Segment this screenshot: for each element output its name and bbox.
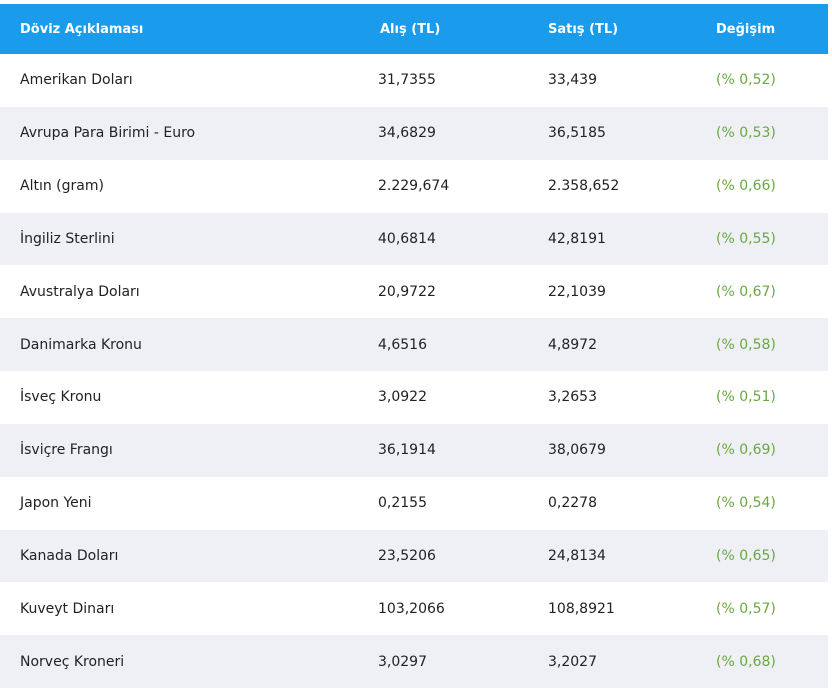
currency-name: Amerikan Doları [20,72,133,89]
table-row: Kanada Doları 23,5206 24,8134 (% 0,65) [0,529,828,583]
buy-rate: 103,2066 [378,600,445,617]
change-percent: (% 0,66) [716,178,776,195]
buy-rate: 31,7355 [378,72,436,89]
sell-rate: 0,2278 [548,495,597,512]
currency-name: Japon Yeni [20,495,92,512]
sell-rate: 33,439 [548,72,597,89]
table-row: Japon Yeni 0,2155 0,2278 (% 0,54) [0,476,828,530]
table-row: Danimarka Kronu 4,6516 4,8972 (% 0,58) [0,318,828,372]
table-row: Avustralya Doları 20,9722 22,1039 (% 0,67) [0,265,828,319]
table-row: Altın (gram) 2.229,674 2.358,652 (% 0,66) [0,159,828,213]
buy-rate: 36,1914 [378,442,436,459]
buy-rate: 20,9722 [378,283,436,300]
change-percent: (% 0,67) [716,283,776,300]
currency-name: İsveç Kronu [20,389,102,406]
currency-name: İngiliz Sterlini [20,230,115,247]
sell-rate: 108,8921 [548,600,615,617]
sell-rate: 4,8972 [548,336,597,353]
sell-rate: 42,8191 [548,230,606,247]
header-buy: Alış (TL) [380,21,441,37]
change-percent: (% 0,68) [716,653,776,670]
buy-rate: 34,6829 [378,125,436,142]
change-percent: (% 0,58) [716,336,776,353]
table-row: Norveç Kroneri 3,0297 3,2027 (% 0,68) [0,635,828,689]
change-percent: (% 0,54) [716,495,776,512]
sell-rate: 2.358,652 [548,178,620,195]
currency-name: Danimarka Kronu [20,336,142,353]
currency-table: Döviz Açıklaması Alış (TL) Satış (TL) De… [0,4,828,689]
header-sell: Satış (TL) [548,21,619,37]
currency-name: Kanada Doları [20,548,119,565]
table-row: Avrupa Para Birimi - Euro 34,6829 36,5185 (… [0,106,828,160]
buy-rate: 40,6814 [378,230,436,247]
table-row: Kuveyt Dinarı 103,2066 108,8921 (% 0,57) [0,582,828,636]
table-row: İngiliz Sterlini 40,6814 42,8191 (% 0,55) [0,212,828,266]
change-percent: (% 0,57) [716,600,776,617]
sell-rate: 38,0679 [548,442,606,459]
buy-rate: 0,2155 [378,495,427,512]
table-header: Döviz Açıklaması Alış (TL) Satış (TL) De… [0,4,828,54]
change-percent: (% 0,55) [716,230,776,247]
currency-name: Norveç Kroneri [20,653,125,670]
change-percent: (% 0,69) [716,442,776,459]
currency-name: Avustralya Doları [20,283,140,300]
buy-rate: 23,5206 [378,548,436,565]
change-percent: (% 0,52) [716,72,776,89]
buy-rate: 4,6516 [378,336,427,353]
sell-rate: 3,2653 [548,389,597,406]
table-row: İsveç Kronu 3,0922 3,2653 (% 0,51) [0,371,828,424]
currency-name: Avrupa Para Birimi - Euro [20,125,196,142]
currency-name: İsviçre Frangı [20,442,113,459]
buy-rate: 3,0297 [378,653,427,670]
sell-rate: 36,5185 [548,125,606,142]
buy-rate: 2.229,674 [378,178,450,195]
header-currency-description: Döviz Açıklaması [20,21,144,37]
table-body: Amerikan Doları 31,7355 33,439 (% 0,52) Avru… [0,54,828,689]
sell-rate: 22,1039 [548,283,606,300]
change-percent: (% 0,51) [716,389,776,406]
table-row: İsviçre Frangı 36,1914 38,0679 (% 0,69) [0,423,828,477]
table-row: Amerikan Doları 31,7355 33,439 (% 0,52) [0,54,828,107]
sell-rate: 24,8134 [548,548,606,565]
header-change: Değişim [716,21,776,37]
buy-rate: 3,0922 [378,389,427,406]
sell-rate: 3,2027 [548,653,597,670]
currency-name: Kuveyt Dinarı [20,600,115,617]
change-percent: (% 0,53) [716,125,776,142]
currency-name: Altın (gram) [20,178,104,195]
change-percent: (% 0,65) [716,548,776,565]
